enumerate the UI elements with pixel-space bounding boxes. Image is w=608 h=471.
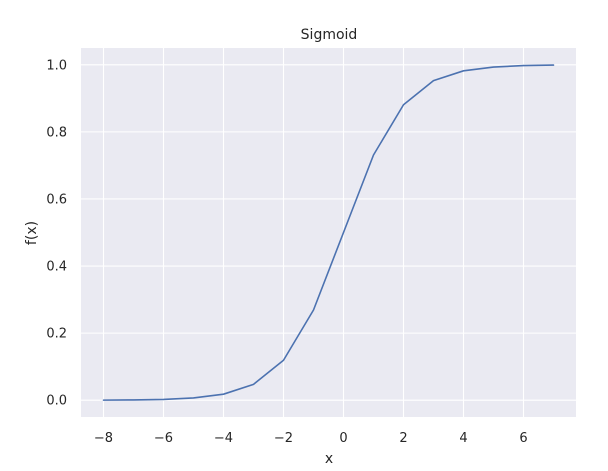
x-tick-label: 2 [399, 431, 407, 446]
x-tick-label: 0 [339, 431, 347, 446]
x-tick-label: −8 [94, 431, 113, 446]
y-tick-label: 0.4 [46, 260, 67, 275]
y-tick-label: 0.0 [46, 394, 67, 409]
plot-background [81, 48, 576, 417]
y-axis-label: f(x) [24, 221, 40, 245]
y-tick-labels: 0.0 0.2 0.4 0.6 0.8 1.0 [46, 58, 67, 408]
x-tick-label: −6 [154, 431, 173, 446]
x-tick-labels: −8 −6 −4 −2 0 2 4 6 [94, 431, 528, 446]
chart-title: Sigmoid [301, 27, 358, 43]
series-line [102, 64, 555, 401]
x-tick-label: −4 [214, 431, 233, 446]
y-tick-label: 0.6 [46, 192, 67, 207]
y-tick-label: 1.0 [46, 58, 67, 73]
y-tick-label: 0.2 [46, 327, 67, 342]
x-tick-label: 6 [519, 431, 527, 446]
grid-y [81, 64, 576, 401]
series-layer [102, 64, 555, 401]
x-axis-label: x [325, 451, 333, 467]
x-tick-label: −2 [274, 431, 293, 446]
y-tick-label: 0.8 [46, 125, 67, 140]
x-tick-label: 4 [459, 431, 467, 446]
